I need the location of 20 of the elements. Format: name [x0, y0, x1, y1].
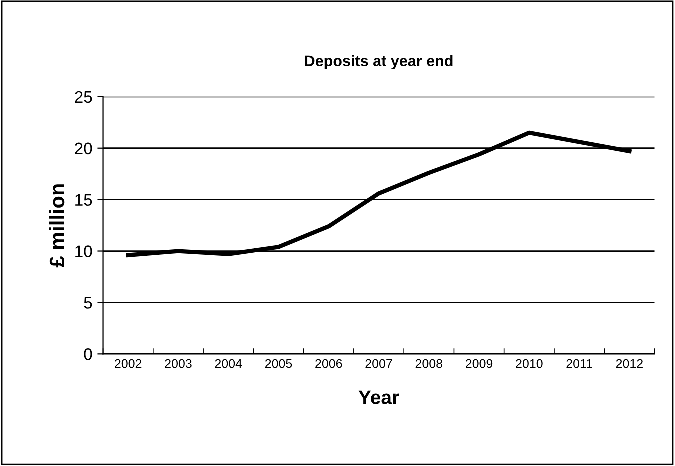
y-axis-title: £ million: [49, 184, 65, 268]
x-tick-label: 2011: [566, 359, 592, 368]
x-tick-label: 2009: [466, 359, 493, 368]
x-tick-label: 2003: [165, 359, 192, 368]
y-tick-label: 15: [76, 194, 92, 206]
x-tick-label: 2008: [416, 359, 443, 368]
x-tick-label: 2005: [265, 359, 292, 368]
y-tick-label: 20: [75, 142, 92, 155]
y-tick-label: 0: [84, 348, 92, 360]
x-tick-label: 2012: [616, 359, 643, 368]
x-tick-label: 2010: [516, 359, 543, 368]
x-tick-label: 2006: [316, 359, 342, 368]
y-tick-label: 25: [75, 91, 92, 104]
y-tick-label: 10: [76, 246, 92, 258]
x-tick-label: 2007: [366, 359, 392, 368]
y-tick-label: 5: [84, 297, 92, 309]
x-tick-label: 2004: [215, 359, 242, 368]
x-tick-label: 2002: [115, 359, 142, 368]
chart-title: Deposits at year end: [305, 55, 453, 70]
x-axis-title: Year: [358, 390, 400, 404]
